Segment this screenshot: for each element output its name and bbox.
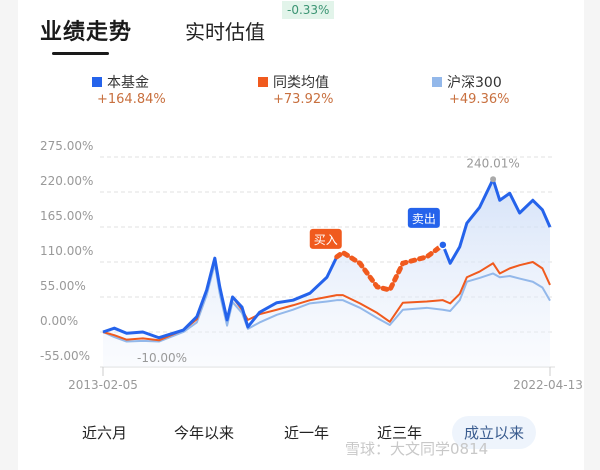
period-1-year[interactable]: 近一年 xyxy=(284,424,330,442)
tab-performance-trend[interactable]: 业绩走势 xyxy=(40,20,133,45)
legend-label: 同类均值 xyxy=(273,75,329,91)
legend-fund[interactable]: 本基金 xyxy=(92,72,149,92)
legend-square-icon xyxy=(432,77,442,87)
legend-hs300[interactable]: 沪深300 xyxy=(432,72,502,92)
legend-label: 本基金 xyxy=(107,75,149,91)
fund-area-fill xyxy=(103,179,550,367)
period-since-inception[interactable]: 成立以来 xyxy=(452,416,537,449)
y-tick-label: -55.00% xyxy=(40,349,90,363)
legend-label: 沪深300 xyxy=(447,75,502,91)
legend-value-fund: +164.84% xyxy=(97,92,166,107)
min-label: -10.00% xyxy=(137,351,187,365)
legend-value-category-avg: +73.92% xyxy=(273,92,334,107)
holding-period-dotted-line xyxy=(334,242,446,293)
series-line-fund xyxy=(441,177,552,265)
sell-point xyxy=(438,240,448,250)
max-point xyxy=(490,176,497,183)
x-tick-label: 2013-02-05 xyxy=(68,378,138,392)
y-tick-label: 110.00% xyxy=(40,244,93,258)
legend-square-icon xyxy=(92,77,102,87)
y-tick-label: 275.00% xyxy=(40,139,93,153)
active-tab-indicator xyxy=(52,52,109,55)
y-tick-label: 220.00% xyxy=(40,174,93,188)
sell-marker xyxy=(407,207,440,228)
estimate-change-badge: -0.33% xyxy=(282,1,335,19)
buy-label: 买入 xyxy=(314,233,338,247)
y-tick-label: 165.00% xyxy=(40,209,93,223)
series-line-fund xyxy=(102,256,339,340)
period-ytd[interactable]: 今年以来 xyxy=(174,424,235,442)
legend-category-avg[interactable]: 同类均值 xyxy=(258,72,329,92)
max-label: 240.01% xyxy=(466,156,519,170)
y-tick-label: 0.00% xyxy=(40,314,78,328)
series-line-hs300 xyxy=(102,262,551,343)
tab-realtime-estimate[interactable]: 实时估值 xyxy=(185,20,265,44)
period-6-months[interactable]: 近六月 xyxy=(82,424,128,442)
period-3-years[interactable]: 近三年 xyxy=(377,424,423,442)
x-tick-label: 2022-04-13 xyxy=(513,378,583,392)
sell-label: 卖出 xyxy=(412,212,436,226)
watermark: 雪球：大文同学0814 xyxy=(345,440,489,458)
legend-square-icon xyxy=(258,77,268,87)
buy-marker xyxy=(309,228,342,249)
y-tick-label: 55.00% xyxy=(40,279,86,293)
legend-value-hs300: +49.36% xyxy=(449,92,510,107)
